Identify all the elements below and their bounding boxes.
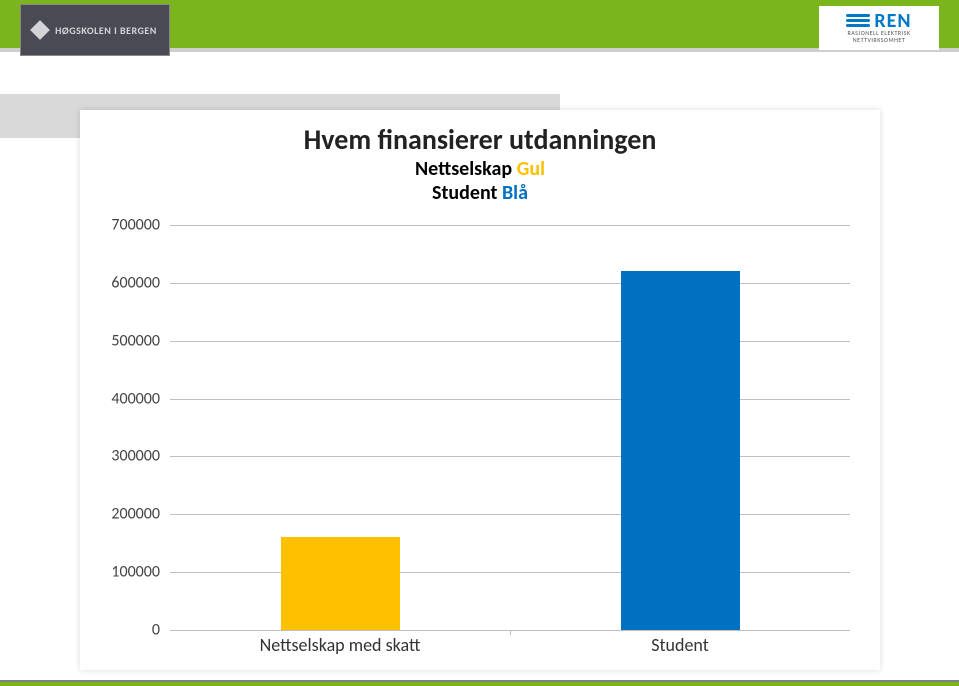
slide: HØGSKOLEN I BERGEN REN RASJONELL ELEKTRI… — [0, 0, 959, 686]
chart-subtitle: Nettselskap Gul Student Blå — [80, 157, 880, 205]
plot — [170, 225, 850, 630]
bar — [281, 537, 400, 630]
logo-right-text: REN — [874, 12, 911, 30]
chart-title: Hvem finansierer utdanningen — [80, 122, 880, 157]
sub-a-label: Nettselskap — [415, 157, 512, 181]
gridline — [170, 572, 850, 573]
y-tick-label: 100000 — [100, 563, 160, 582]
sub-b-label: Student — [432, 181, 497, 205]
logo-hogskolen: HØGSKOLEN I BERGEN — [20, 4, 170, 56]
logo-left-text: HØGSKOLEN I BERGEN — [55, 24, 157, 37]
sub-a-color: Gul — [517, 157, 545, 181]
y-tick-label: 600000 — [100, 273, 160, 292]
bar — [621, 271, 740, 630]
gridline — [170, 341, 850, 342]
plot-area: 0100000200000300000400000500000600000700… — [100, 225, 860, 660]
gridline — [170, 283, 850, 284]
chart-card: Hvem finansierer utdanningen Nettselskap… — [80, 110, 880, 670]
y-tick-label: 500000 — [100, 331, 160, 350]
logo-ren: REN RASJONELL ELEKTRISK NETTVIRKSOMHET — [819, 6, 939, 50]
y-tick-label: 200000 — [100, 505, 160, 524]
logo-right-sub2: NETTVIRKSOMHET — [853, 37, 905, 44]
y-tick-label: 300000 — [100, 447, 160, 466]
y-tick-label: 700000 — [100, 216, 160, 235]
y-tick-label: 0 — [100, 621, 160, 640]
sub-b-color: Blå — [502, 181, 528, 205]
footer-green-line — [0, 682, 959, 686]
y-tick-label: 400000 — [100, 389, 160, 408]
gridline — [170, 399, 850, 400]
gridline — [170, 514, 850, 515]
gridline — [170, 225, 850, 226]
x-tick-label: Student — [510, 634, 850, 656]
diamond-icon — [30, 20, 50, 40]
wave-icon — [846, 14, 870, 27]
gridline — [170, 456, 850, 457]
x-tick-label: Nettselskap med skatt — [170, 634, 510, 656]
